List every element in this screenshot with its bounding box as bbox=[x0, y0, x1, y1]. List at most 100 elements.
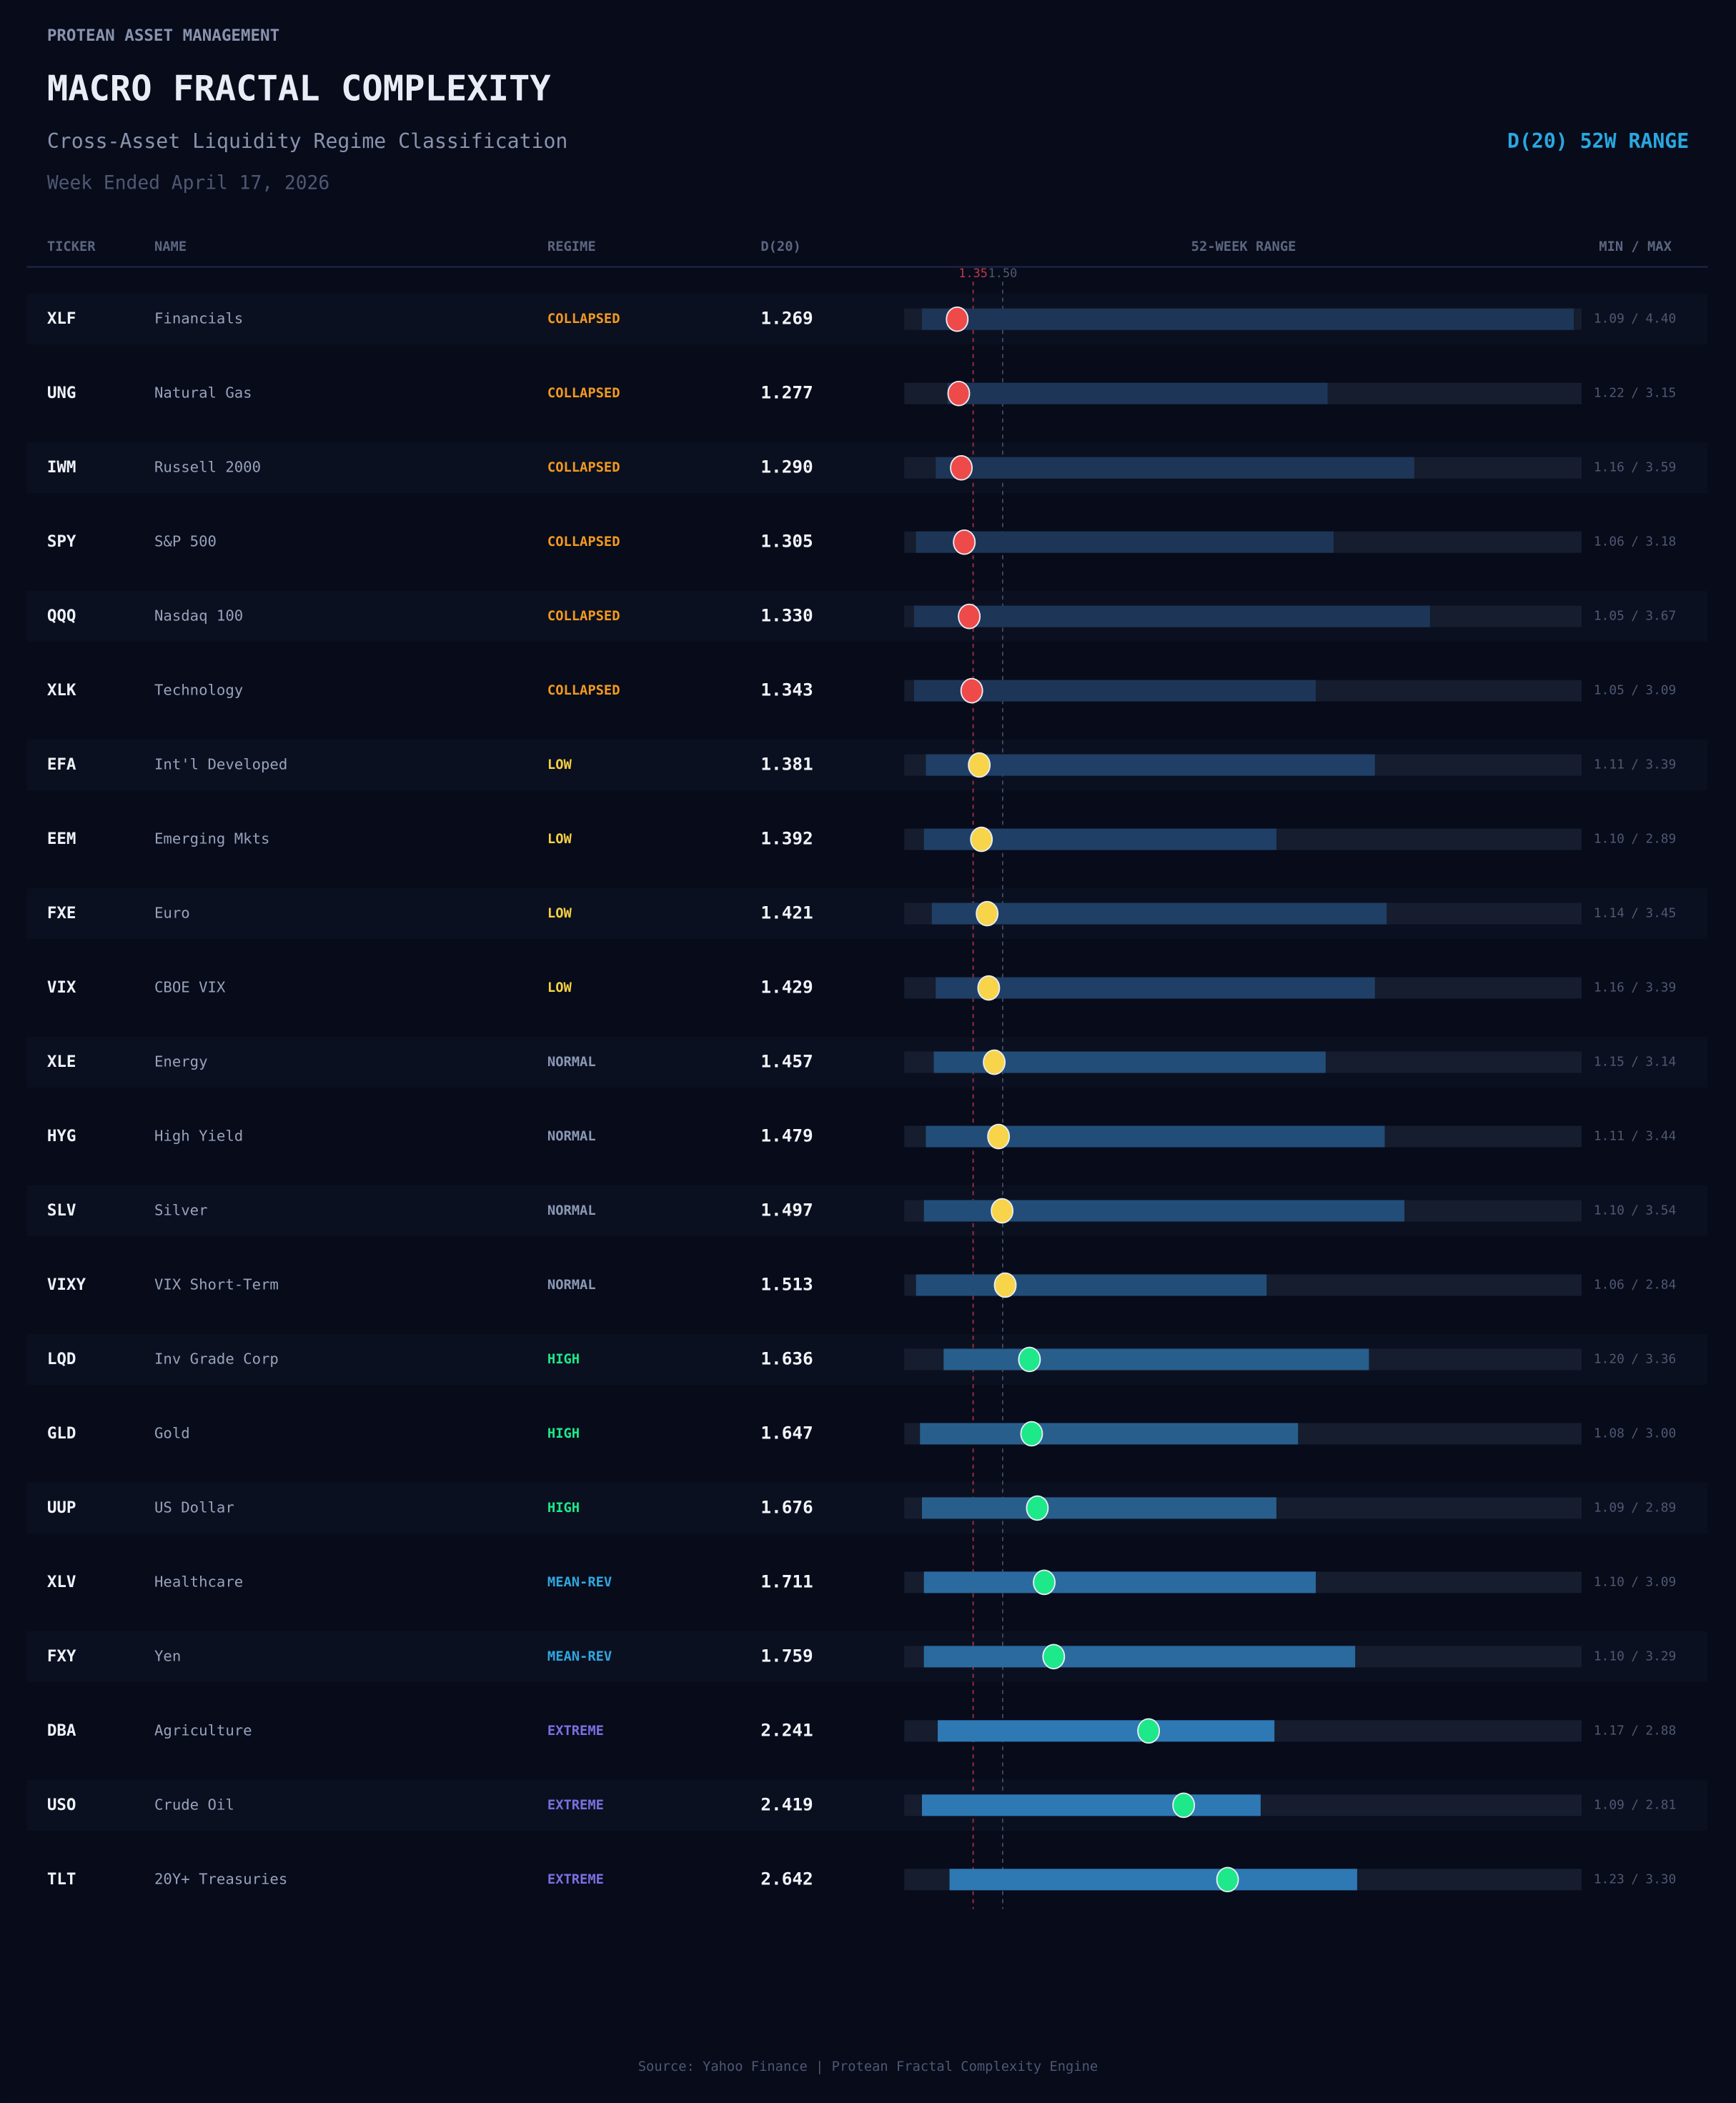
range-separator: / bbox=[1631, 1128, 1639, 1143]
range-min: 1.22 bbox=[1594, 386, 1625, 401]
range-separator: / bbox=[1631, 535, 1639, 550]
asset-name: Technology bbox=[154, 682, 243, 699]
range-max: 3.09 bbox=[1645, 683, 1676, 698]
d20-dot bbox=[987, 1123, 1011, 1150]
range-bar bbox=[923, 1646, 1356, 1668]
range-max: 3.44 bbox=[1645, 1128, 1676, 1143]
range-separator: / bbox=[1631, 460, 1639, 475]
range-bar bbox=[916, 1274, 1267, 1296]
d20-value: 1.381 bbox=[760, 754, 813, 775]
range-bar bbox=[938, 1720, 1275, 1742]
d20-value: 1.711 bbox=[760, 1571, 813, 1591]
d20-dot bbox=[983, 1049, 1006, 1075]
d20-value: 1.269 bbox=[760, 308, 813, 329]
min-max: 1.09 / 2.89 bbox=[1594, 1500, 1676, 1515]
asset-name: Gold bbox=[154, 1424, 190, 1441]
d20-dot bbox=[1172, 1792, 1196, 1819]
range-min: 1.14 bbox=[1594, 906, 1625, 921]
range-bar bbox=[931, 903, 1387, 925]
min-max: 1.10 / 2.89 bbox=[1594, 832, 1676, 847]
d20-value: 1.457 bbox=[760, 1051, 813, 1072]
regime: MEAN-REV bbox=[547, 1649, 612, 1664]
min-max: 1.11 / 3.44 bbox=[1594, 1128, 1676, 1143]
min-max: 1.05 / 3.09 bbox=[1594, 683, 1676, 698]
range-bar bbox=[943, 1348, 1369, 1371]
ticker: XLV bbox=[47, 1573, 76, 1591]
range-bar bbox=[916, 531, 1334, 553]
d20-dot bbox=[1033, 1569, 1056, 1596]
min-max: 1.06 / 2.84 bbox=[1594, 1277, 1676, 1292]
range-max: 3.29 bbox=[1645, 1649, 1676, 1664]
d20-dot bbox=[946, 306, 969, 332]
ticker: DBA bbox=[47, 1721, 76, 1740]
range-max: 3.00 bbox=[1645, 1426, 1676, 1441]
regime: NORMAL bbox=[547, 1055, 596, 1070]
d20-dot bbox=[1020, 1421, 1043, 1447]
d20-dot bbox=[958, 603, 981, 630]
d20-value: 2.642 bbox=[760, 1868, 813, 1889]
range-separator: / bbox=[1631, 1871, 1639, 1886]
d20-value: 1.513 bbox=[760, 1273, 813, 1294]
range-bar bbox=[913, 605, 1430, 627]
marks bbox=[913, 306, 1574, 1893]
range-min: 1.16 bbox=[1594, 460, 1625, 475]
regime: COLLAPSED bbox=[547, 609, 620, 624]
d20-dot bbox=[953, 529, 976, 555]
asset-name: High Yield bbox=[154, 1127, 243, 1144]
asset-name: Energy bbox=[154, 1053, 208, 1070]
ticker: VIX bbox=[47, 978, 76, 997]
range-min: 1.11 bbox=[1594, 757, 1625, 772]
regime: COLLAPSED bbox=[547, 535, 620, 550]
range-min: 1.10 bbox=[1594, 1649, 1625, 1664]
range-min: 1.09 bbox=[1594, 1797, 1625, 1812]
ticker: HYG bbox=[47, 1127, 76, 1145]
column-headers: TICKER NAME REGIME D(20) 52-WEEK RANGE M… bbox=[47, 239, 1672, 254]
range-separator: / bbox=[1631, 1574, 1639, 1589]
d20-dot bbox=[1216, 1866, 1239, 1893]
footer: Source: Yahoo Finance | Protean Fractal … bbox=[638, 2059, 1098, 2074]
d20-value: 2.419 bbox=[760, 1794, 813, 1814]
d20-dot bbox=[1137, 1718, 1161, 1744]
asset-name: VIX Short-Term bbox=[154, 1276, 279, 1293]
range-max: 3.09 bbox=[1645, 1574, 1676, 1589]
asset-name: Nasdaq 100 bbox=[154, 607, 243, 625]
range-separator: / bbox=[1631, 1055, 1639, 1070]
brand: PROTEAN ASSET MANAGEMENT bbox=[47, 26, 279, 45]
d20-value: 1.759 bbox=[760, 1645, 813, 1666]
min-max: 1.05 / 3.67 bbox=[1594, 609, 1676, 624]
range-separator: / bbox=[1631, 1500, 1639, 1515]
regime: COLLAPSED bbox=[547, 312, 620, 327]
range-max: 3.67 bbox=[1645, 609, 1676, 624]
regime: COLLAPSED bbox=[547, 683, 620, 698]
regime: HIGH bbox=[547, 1352, 580, 1367]
range-separator: / bbox=[1631, 312, 1639, 327]
range-min: 1.15 bbox=[1594, 1055, 1625, 1070]
asset-name: Russell 2000 bbox=[154, 459, 261, 476]
min-max: 1.23 / 3.30 bbox=[1594, 1871, 1676, 1886]
ticker: QQQ bbox=[47, 607, 76, 625]
min-max: 1.22 / 3.15 bbox=[1594, 386, 1676, 401]
min-max: 1.10 / 3.09 bbox=[1594, 1574, 1676, 1589]
d20-dot bbox=[1026, 1495, 1049, 1521]
regime: COLLAPSED bbox=[547, 386, 620, 401]
asset-name: Inv Grade Corp bbox=[154, 1350, 279, 1367]
badge: D(20) 52W RANGE bbox=[1507, 129, 1689, 153]
range-bar bbox=[947, 382, 1328, 404]
d20-dot bbox=[950, 454, 973, 481]
range-min: 1.06 bbox=[1594, 1277, 1625, 1292]
min-max: 1.20 / 3.36 bbox=[1594, 1351, 1676, 1366]
ticker: USO bbox=[47, 1796, 76, 1814]
d20-value: 1.277 bbox=[760, 382, 813, 403]
min-max: 1.10 / 3.54 bbox=[1594, 1203, 1676, 1218]
column-header: REGIME bbox=[547, 239, 596, 254]
range-max: 3.54 bbox=[1645, 1203, 1676, 1218]
d20-value: 1.429 bbox=[760, 977, 813, 998]
range-max: 2.81 bbox=[1645, 1797, 1676, 1812]
min-max: 1.06 / 3.18 bbox=[1594, 535, 1676, 550]
asset-name: Crude Oil bbox=[154, 1796, 234, 1813]
d20-dot bbox=[947, 380, 971, 407]
regime: LOW bbox=[547, 832, 572, 847]
range-max: 3.15 bbox=[1645, 386, 1676, 401]
range-bar bbox=[936, 977, 1375, 999]
asset-name: Agriculture bbox=[154, 1721, 252, 1739]
